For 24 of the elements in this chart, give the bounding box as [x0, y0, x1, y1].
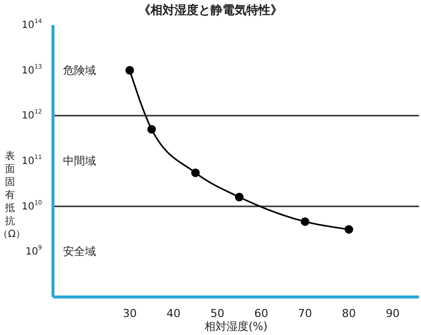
y-tick-label: 10$^{10}$ [22, 199, 42, 212]
point [344, 225, 354, 234]
chart-title: 《相対湿度と静電気特性》 [138, 2, 284, 19]
point [125, 66, 134, 75]
x-tick-label: 70 [298, 306, 312, 320]
x-tick-label: 30 [122, 306, 137, 320]
x-tick-label: 50 [210, 306, 224, 320]
x-tick-label: 80 [342, 306, 356, 320]
x-axis-title: 相対湿度(%) [204, 320, 268, 333]
point [147, 125, 156, 134]
y-tick-label: 10$^{9}$ [25, 244, 42, 258]
annotation: 安全域 [63, 245, 96, 258]
x-tick-label: 40 [166, 306, 181, 320]
point [300, 217, 310, 226]
annotation: 危険域 [63, 64, 96, 77]
x-tick-label: 60 [254, 306, 268, 320]
y-tick-label: 10$^{11}$ [22, 154, 42, 166]
point [191, 168, 200, 178]
y-tick-label: 10$^{13}$ [22, 63, 42, 76]
y-tick-label: 10$^{14}$ [22, 18, 42, 30]
x-tick-label: 90 [386, 306, 400, 320]
y-tick-label: 10$^{12}$ [22, 108, 42, 122]
annotation: 中間域 [63, 154, 96, 168]
point [234, 192, 244, 202]
